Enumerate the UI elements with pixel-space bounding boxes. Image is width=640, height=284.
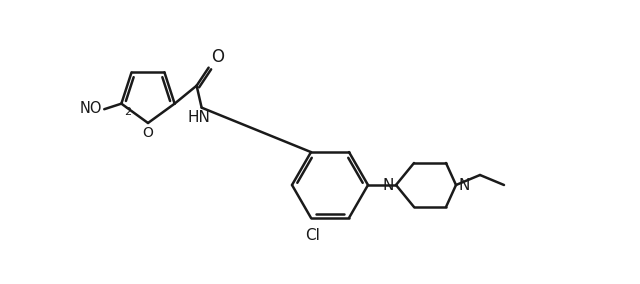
Text: N: N (458, 178, 469, 193)
Text: Cl: Cl (305, 228, 321, 243)
Text: N: N (383, 178, 394, 193)
Text: O: O (211, 48, 223, 66)
Text: 2: 2 (124, 107, 131, 117)
Text: O: O (143, 126, 154, 140)
Text: HN: HN (188, 110, 211, 125)
Text: NO: NO (80, 101, 102, 116)
